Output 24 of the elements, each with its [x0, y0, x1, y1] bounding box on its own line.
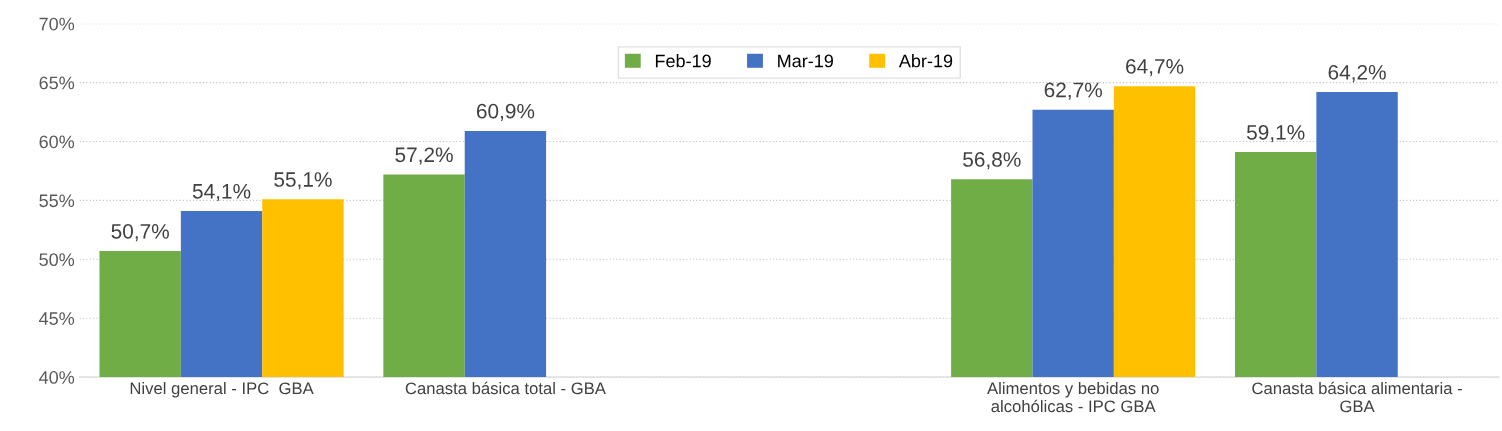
x-tick-label: Nivel general - IPC GBA [130, 381, 314, 398]
data-label: 56,8% [963, 152, 1021, 170]
x-tick-label: Canasta básica total - GBA [405, 381, 606, 395]
y-tick-label: 55% [39, 194, 75, 208]
data-label: 64,2% [1328, 64, 1386, 83]
legend-label: Abr-19 [898, 54, 953, 68]
y-tick-label: 50% [39, 253, 75, 267]
data-label: 60,9% [476, 103, 535, 122]
data-label: 55,1% [274, 172, 332, 190]
y-tick-label: 60% [39, 135, 75, 149]
data-label: 64,7% [1126, 59, 1184, 77]
y-tick-label: 65% [39, 76, 75, 90]
data-label: 50,7% [111, 223, 169, 242]
x-tick-label: Canasta básica alimentaria - GBA [1252, 381, 1462, 413]
legend-label: Mar-19 [778, 54, 833, 68]
legend-label: Feb-19 [655, 54, 711, 68]
y-tick-label: 40% [39, 371, 75, 384]
x-tick-label: Alimentos y bebidas no alcohólicas - IPC GBA [987, 381, 1159, 413]
data-label: 54,1% [192, 183, 251, 202]
data-label: 62,7% [1044, 82, 1102, 100]
y-tick-label: 45% [39, 312, 75, 325]
y-tick-label: 70% [39, 17, 75, 31]
data-label: 57,2% [395, 147, 453, 165]
data-label: 59,1% [1246, 125, 1305, 143]
